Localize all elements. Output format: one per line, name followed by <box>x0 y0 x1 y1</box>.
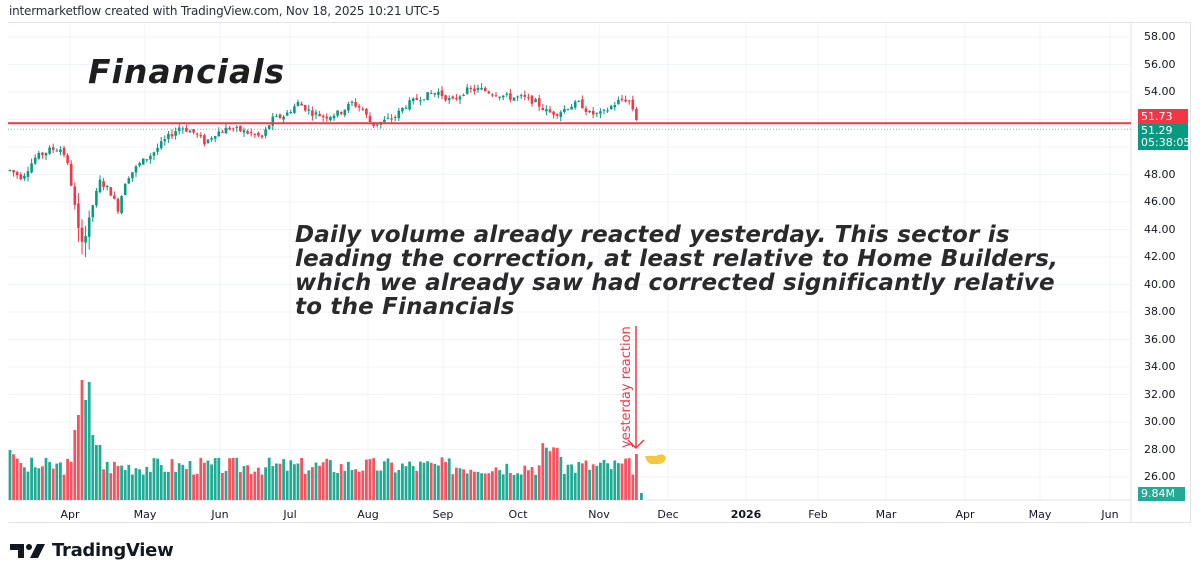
time-axis-label: Apr <box>955 508 975 521</box>
note-line-1: Daily volume already reacted yesterday. … <box>295 222 1010 248</box>
time-axis-label: Dec <box>657 508 679 521</box>
time-axis-label: Aug <box>357 508 379 521</box>
time-axis-label: Jul <box>283 508 297 521</box>
chart-title: Financials <box>88 52 286 91</box>
price-axis-label: 28.00 <box>1144 442 1176 456</box>
last-price-value: 51.29 <box>1141 124 1173 137</box>
volume-tag: 9.84M <box>1138 487 1185 501</box>
price-axis-label: 32.00 <box>1144 387 1176 401</box>
time-axis-label: Jun <box>211 508 229 521</box>
time-axis-label: Apr <box>60 508 80 521</box>
time-axis-label: Sep <box>432 508 454 521</box>
time-axis-label: Nov <box>588 508 610 521</box>
last-price-tag: 51.29 05:38:05 <box>1138 124 1191 150</box>
price-axis-label: 30.00 <box>1144 415 1176 428</box>
chart-caption: intermarketflow created with TradingView… <box>9 4 440 18</box>
price-axis-label: 42.00 <box>1144 250 1176 263</box>
tradingview-logo-text: TradingView <box>52 540 174 561</box>
time-axis-label: 2026 <box>730 508 762 521</box>
price-axis-label: 56.00 <box>1144 57 1176 71</box>
price-axis-label: 48.00 <box>1144 167 1176 181</box>
hline-price-tag: 51.73 <box>1138 109 1188 124</box>
chart-note: Daily volume already reacted yesterday. … <box>295 223 1075 319</box>
price-axis-label: 26.00 <box>1144 470 1176 483</box>
price-axis-label: 40.00 <box>1144 277 1176 291</box>
price-axis-label: 58.00 <box>1144 30 1176 43</box>
price-axis-label: 36.00 <box>1144 332 1176 346</box>
note-line-4: to the Financials <box>295 294 515 320</box>
yesterday-reaction-label: yesterday reaction <box>619 326 634 448</box>
chart-frame <box>8 22 1191 523</box>
pointing-hand-icon <box>645 454 666 465</box>
price-axis-label: 34.00 <box>1144 360 1176 373</box>
time-axis-label: Jun <box>1101 508 1119 521</box>
price-axis-label: 46.00 <box>1144 195 1176 208</box>
time-axis-label: May <box>1028 508 1052 521</box>
time-axis-label: Oct <box>508 508 528 521</box>
time-axis-label: Mar <box>875 508 897 521</box>
note-line-2: leading the correction, at least relativ… <box>295 246 1059 272</box>
time-axis-label: Feb <box>808 508 828 521</box>
price-axis-label: 54.00 <box>1144 85 1176 98</box>
price-axis-label: 38.00 <box>1144 305 1176 318</box>
tradingview-logo-icon <box>10 543 45 558</box>
price-axis-label: 44.00 <box>1144 222 1176 236</box>
note-line-3: which we already saw had corrected signi… <box>295 270 1055 296</box>
time-axis-label: May <box>133 508 157 521</box>
countdown-value: 05:38:05 <box>1141 136 1191 149</box>
tradingview-logo[interactable]: TradingView <box>10 540 174 561</box>
